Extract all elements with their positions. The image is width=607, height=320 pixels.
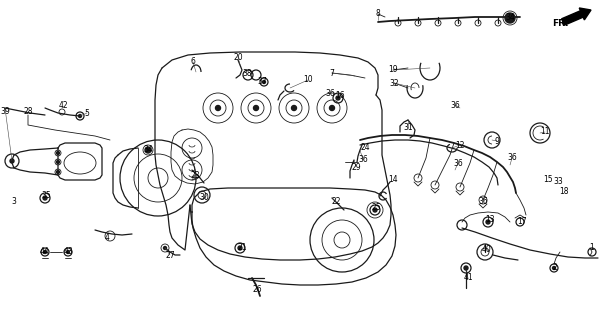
Circle shape — [291, 106, 296, 110]
Text: 22: 22 — [331, 197, 341, 206]
Text: 30: 30 — [199, 193, 209, 202]
Text: 31: 31 — [403, 124, 413, 132]
Text: 38: 38 — [242, 68, 252, 77]
Text: 17: 17 — [517, 217, 527, 226]
Text: 36: 36 — [450, 100, 460, 109]
Text: 15: 15 — [543, 175, 553, 185]
Text: 16: 16 — [335, 91, 345, 100]
Text: 27: 27 — [165, 251, 175, 260]
Circle shape — [67, 251, 69, 253]
Text: 29: 29 — [351, 163, 361, 172]
Text: 6: 6 — [191, 58, 195, 67]
Circle shape — [373, 208, 377, 212]
Text: 36: 36 — [507, 154, 517, 163]
Text: 18: 18 — [559, 188, 569, 196]
Text: 37: 37 — [257, 77, 267, 86]
Text: 36: 36 — [453, 158, 463, 167]
Text: 34: 34 — [505, 13, 515, 22]
Circle shape — [254, 106, 259, 110]
Circle shape — [505, 13, 515, 23]
Circle shape — [43, 196, 47, 200]
Text: 2: 2 — [552, 263, 557, 273]
Text: 11: 11 — [540, 127, 550, 137]
Circle shape — [44, 251, 47, 253]
Text: 39: 39 — [0, 108, 10, 116]
Circle shape — [330, 106, 334, 110]
Text: 1: 1 — [589, 244, 594, 252]
Text: 9: 9 — [495, 137, 500, 146]
Circle shape — [464, 266, 468, 270]
Text: 41: 41 — [463, 274, 473, 283]
Text: 36: 36 — [358, 156, 368, 164]
FancyArrow shape — [561, 8, 591, 25]
Text: 23: 23 — [190, 171, 200, 180]
Text: FR.: FR. — [552, 19, 569, 28]
Text: 20: 20 — [233, 52, 243, 61]
Text: 21: 21 — [237, 243, 247, 252]
Text: 42: 42 — [58, 101, 68, 110]
Text: 12: 12 — [455, 140, 465, 149]
Text: 40: 40 — [482, 245, 492, 254]
Text: 33: 33 — [553, 178, 563, 187]
Text: 7: 7 — [330, 68, 334, 77]
Text: 35: 35 — [41, 191, 51, 201]
Circle shape — [486, 220, 490, 224]
Circle shape — [56, 151, 59, 155]
Circle shape — [10, 159, 14, 163]
Text: 10: 10 — [303, 76, 313, 84]
Text: 13: 13 — [485, 215, 495, 225]
Text: 5: 5 — [84, 108, 89, 117]
Text: 44: 44 — [40, 246, 50, 255]
Text: 24: 24 — [360, 143, 370, 153]
Text: 19: 19 — [388, 66, 398, 75]
Circle shape — [215, 106, 220, 110]
Text: 32: 32 — [389, 78, 399, 87]
Circle shape — [163, 246, 166, 250]
Text: 43: 43 — [63, 247, 73, 257]
Text: 14: 14 — [388, 175, 398, 185]
Text: 36: 36 — [478, 197, 488, 206]
Circle shape — [78, 115, 81, 117]
Text: 8: 8 — [376, 10, 381, 19]
Circle shape — [262, 81, 265, 84]
Circle shape — [56, 171, 59, 173]
Text: 3: 3 — [12, 197, 16, 206]
Text: 26: 26 — [252, 285, 262, 294]
Text: 34: 34 — [143, 146, 153, 155]
Text: 36: 36 — [325, 89, 335, 98]
Text: 4: 4 — [104, 234, 109, 243]
Circle shape — [552, 267, 555, 269]
Circle shape — [145, 147, 151, 153]
Circle shape — [56, 161, 59, 164]
Text: 25: 25 — [371, 203, 381, 212]
Text: 28: 28 — [23, 108, 33, 116]
Circle shape — [336, 96, 340, 100]
Circle shape — [238, 246, 242, 250]
